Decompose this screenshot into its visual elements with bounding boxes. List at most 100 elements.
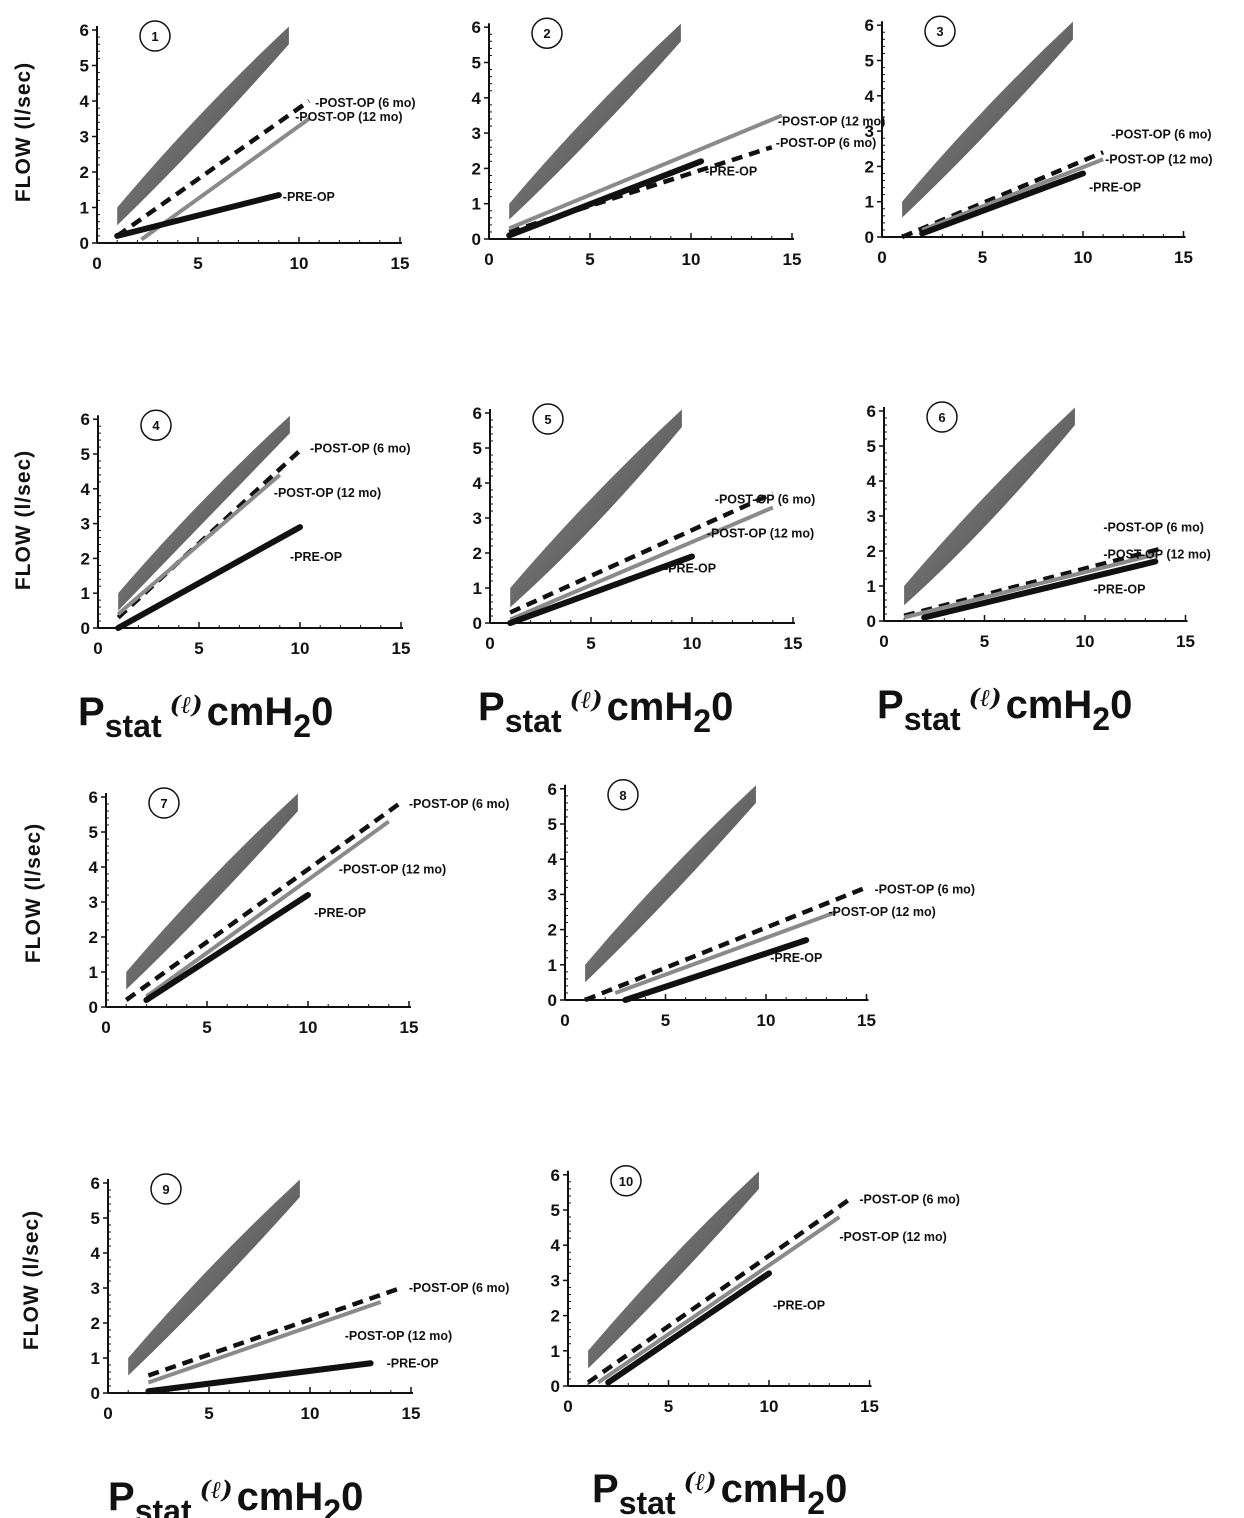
y-axis-title: FLOW (l/sec)	[12, 450, 35, 590]
x-tick-label: 5	[978, 248, 987, 267]
normal-range-band	[904, 407, 1075, 606]
y-tick-label: 4	[548, 850, 558, 869]
series-line-post-op-6mo	[903, 545, 1166, 618]
x-tick-label: 0	[484, 250, 493, 269]
x-tick-label: 5	[585, 250, 594, 269]
series-label: -POST-OP (6 mo)	[409, 797, 509, 811]
y-tick-label: 5	[91, 1209, 100, 1228]
chart-panel-8: 0 1 2 3 4 5 6 0 5 10 15 -POST-OP (6 mo) -POST-OP (12…	[548, 779, 975, 1030]
y-tick-label: 4	[80, 92, 90, 111]
x-tick-label: 10	[683, 634, 702, 653]
x-tick-label: 10	[682, 250, 701, 269]
y-tick-label: 1	[551, 1342, 560, 1361]
normal-range-band	[128, 1179, 300, 1376]
series-line-pre-op	[115, 524, 303, 631]
x-tick-label: 15	[860, 1397, 879, 1416]
normal-range-band	[588, 1171, 759, 1369]
y-axis-title: FLOW (l/sec)	[20, 1210, 43, 1350]
series-label: -PRE-OP	[773, 1298, 825, 1312]
y-tick-label: 4	[865, 87, 875, 106]
series-line-post-op-6mo	[509, 491, 774, 615]
y-tick-label: 1	[81, 584, 90, 603]
series-label: -PRE-OP	[314, 906, 366, 920]
x-tick-label: 10	[299, 1018, 318, 1037]
series-label: -POST-OP (12 mo)	[778, 114, 885, 128]
y-tick-label: 0	[91, 1384, 100, 1403]
normal-range-band	[510, 409, 682, 608]
y-tick-label: 0	[81, 619, 90, 638]
x-tick-label: 15	[391, 254, 410, 273]
series-label: -POST-OP (12 mo)	[1105, 152, 1212, 166]
x-axis-title: Pstat(ℓ) cmH20	[78, 690, 333, 744]
x-tick-label: 5	[586, 634, 595, 653]
series-label: -PRE-OP	[770, 951, 822, 965]
x-tick-label: 5	[194, 639, 203, 658]
panel-number: 3	[936, 24, 943, 39]
y-tick-label: 6	[867, 402, 876, 421]
y-tick-label: 1	[867, 577, 876, 596]
x-tick-label: 10	[291, 639, 310, 658]
normal-range-band	[509, 23, 681, 220]
panel-number: 7	[160, 796, 167, 811]
chart-panel-7: 0 1 2 3 4 5 6 0 5 10 15 -POST-OP (6 mo) -POST-OP (12…	[89, 787, 509, 1037]
series-label: -PRE-OP	[664, 562, 716, 576]
normal-range-band	[118, 415, 290, 611]
y-tick-label: 6	[80, 21, 89, 40]
y-tick-label: 3	[81, 515, 90, 534]
series-label: -POST-OP (6 mo)	[1103, 521, 1203, 535]
panel-number-circle	[140, 409, 172, 441]
series-line-pre-op	[921, 558, 1159, 621]
series-label: -PRE-OP	[1089, 180, 1141, 194]
panel-number-circle	[532, 403, 564, 435]
x-tick-label: 5	[661, 1011, 670, 1030]
normal-range-band	[117, 26, 289, 226]
series-line-pre-op	[145, 1360, 374, 1395]
y-tick-label: 0	[548, 991, 557, 1010]
x-tick-label: 0	[877, 248, 886, 267]
y-tick-label: 1	[89, 963, 98, 982]
chart-panel-5: 0 1 2 3 4 5 6 0 5 10 15 -POST-OP (6 mo) -POST-OP (12…	[473, 403, 815, 653]
x-tick-label: 0	[93, 639, 102, 658]
x-tick-label: 0	[560, 1011, 569, 1030]
series-line-post-op-6mo	[584, 885, 868, 1003]
series-line-post-op-12mo	[903, 552, 1156, 620]
series-label: -PRE-OP	[290, 550, 342, 564]
y-axis-title: FLOW (l/sec)	[12, 62, 35, 202]
x-tick-label: 0	[103, 1404, 112, 1423]
y-tick-label: 2	[867, 542, 876, 561]
y-tick-label: 2	[551, 1307, 560, 1326]
panel-number-circle	[926, 401, 958, 433]
y-tick-label: 1	[80, 199, 89, 218]
y-tick-label: 4	[472, 89, 482, 108]
y-tick-label: 5	[80, 57, 89, 76]
series-line-pre-op	[622, 937, 810, 1003]
series-label: -POST-OP (12 mo)	[828, 905, 935, 919]
panel-number: 2	[543, 26, 550, 41]
x-tick-label: 0	[879, 632, 888, 651]
chart-panel-4: 0 1 2 3 4 5 6 0 5 10 15 -POST-OP (6 mo) -POST-OP (12…	[81, 409, 410, 658]
series-label: -POST-OP (6 mo)	[715, 493, 815, 507]
y-tick-label: 0	[551, 1377, 560, 1396]
series-label: -PRE-OP	[283, 190, 335, 204]
x-tick-label: 15	[857, 1011, 876, 1030]
y-tick-label: 2	[91, 1314, 100, 1333]
x-tick-label: 15	[784, 634, 803, 653]
y-tick-label: 1	[472, 195, 481, 214]
x-tick-label: 15	[400, 1018, 419, 1037]
y-tick-label: 5	[81, 445, 90, 464]
chart-panel-1: 0 1 2 3 4 5 6 0 5 10 15 -POST-OP (6 mo)-POST-OP (12…	[80, 20, 416, 273]
x-tick-label: 0	[485, 634, 494, 653]
series-line-pre-op	[114, 192, 282, 239]
y-tick-label: 3	[80, 128, 89, 147]
y-tick-label: 0	[867, 612, 876, 631]
series-line-post-op-12mo	[140, 117, 311, 242]
x-tick-label: 10	[757, 1011, 776, 1030]
y-tick-label: 5	[473, 439, 482, 458]
panel-number-circle	[150, 1173, 182, 1205]
y-axis-title: FLOW (l/sec)	[22, 823, 45, 963]
series-line-post-op-6mo	[124, 802, 401, 1002]
panel-number: 1	[151, 29, 158, 44]
x-tick-label: 5	[202, 1018, 211, 1037]
x-tick-label: 5	[664, 1397, 673, 1416]
